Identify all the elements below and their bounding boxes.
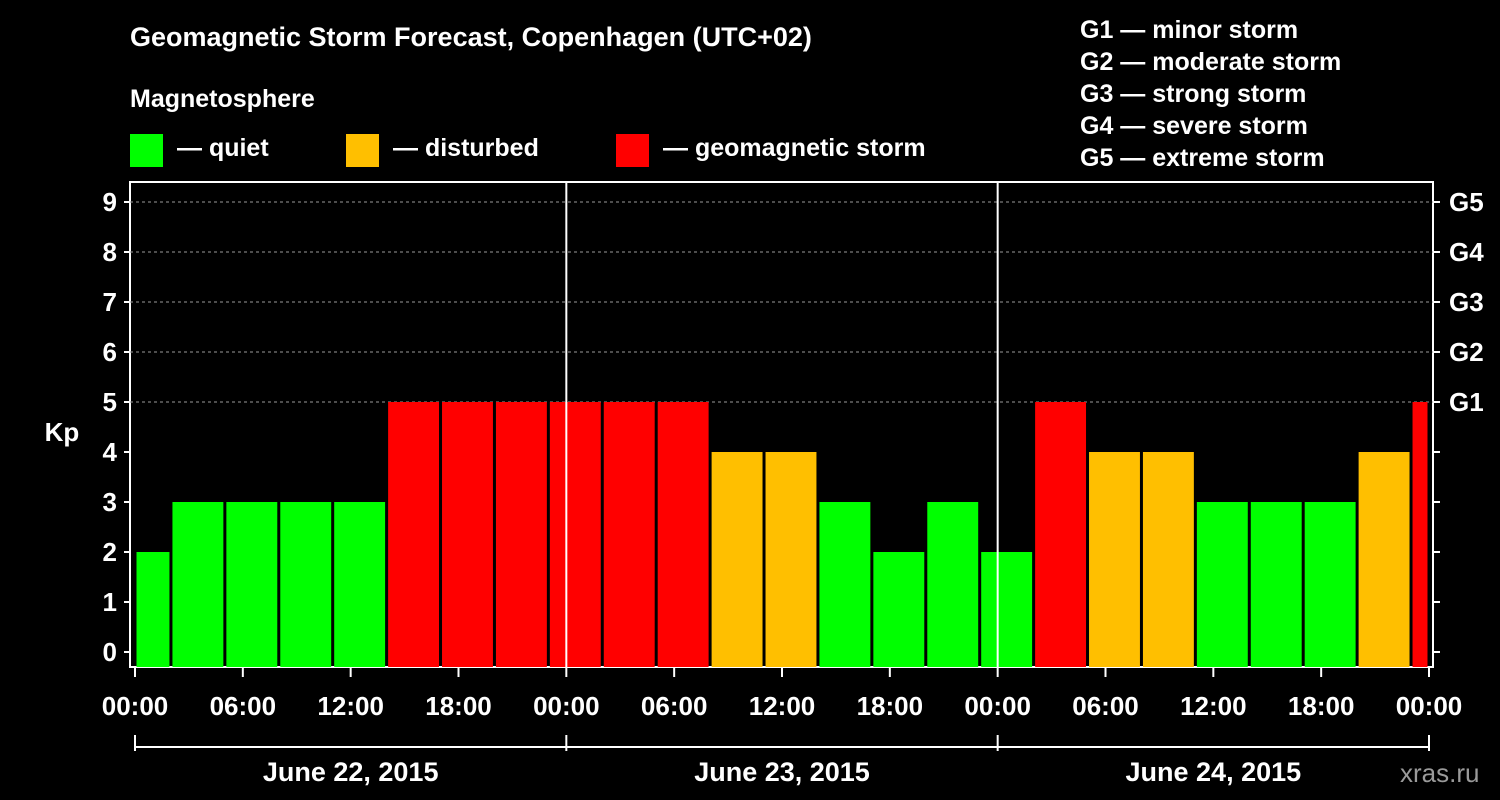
y-tick-label: 5 [103, 387, 117, 417]
kp-bar [657, 402, 709, 667]
kp-bar [1196, 502, 1248, 667]
x-tick-label: 06:00 [210, 691, 277, 721]
kp-bar [1412, 402, 1428, 667]
kp-bar [334, 502, 386, 667]
g-scale-item: G5 — extreme storm [1080, 144, 1325, 172]
kp-bar [136, 552, 170, 667]
kp-bar [1142, 452, 1194, 667]
kp-bar [1035, 402, 1087, 667]
y-tick-label: 2 [103, 537, 117, 567]
kp-bar [711, 452, 763, 667]
day-label: June 24, 2015 [1126, 757, 1302, 787]
y-tick-label: 7 [103, 287, 117, 317]
legend-quiet-swatch [130, 134, 163, 167]
watermark: xras.ru [1400, 758, 1480, 788]
g-level-label: G5 [1449, 187, 1484, 217]
kp-bar [981, 552, 1033, 667]
g-scale-item: G2 — moderate storm [1080, 48, 1342, 76]
g-scale-item: G3 — strong storm [1080, 80, 1307, 108]
g-level-label: G3 [1449, 287, 1484, 317]
x-tick-label: 18:00 [857, 691, 924, 721]
legend-quiet-label: — quiet [177, 134, 269, 162]
g-scale-legend: G1 — minor storm G2 — moderate storm G3 … [1080, 14, 1341, 174]
legend-storm-swatch [616, 134, 649, 167]
x-tick-label: 12:00 [317, 691, 384, 721]
y-tick-label: 3 [103, 487, 117, 517]
y-tick-label: 8 [103, 237, 117, 267]
kp-bar [603, 402, 655, 667]
kp-bar [388, 402, 440, 667]
g-level-label: G4 [1449, 237, 1484, 267]
kp-bar [172, 502, 224, 667]
legend-disturbed-swatch [346, 134, 379, 167]
x-tick-label: 00:00 [1396, 691, 1463, 721]
x-tick-label: 00:00 [964, 691, 1031, 721]
g-level-label: G2 [1449, 337, 1484, 367]
y-tick-label: 6 [103, 337, 117, 367]
kp-bar [1358, 452, 1410, 667]
kp-bar [819, 502, 871, 667]
x-tick-label: 00:00 [102, 691, 169, 721]
kp-bar [495, 402, 547, 667]
y-tick-label: 0 [103, 637, 117, 667]
kp-bar [927, 502, 979, 667]
kp-bar [1304, 502, 1356, 667]
kp-bar [1089, 452, 1140, 667]
y-axis-label: Kp [45, 417, 80, 447]
kp-bar [765, 452, 817, 667]
kp-bar [226, 502, 278, 667]
kp-bar [442, 402, 493, 667]
y-tick-label: 9 [103, 187, 117, 217]
y-tick-label: 1 [103, 587, 117, 617]
magnetosphere-label: Magnetosphere [130, 85, 315, 113]
legend-disturbed-label: — disturbed [393, 134, 539, 162]
legend-storm-label: — geomagnetic storm [663, 134, 926, 162]
day-label: June 22, 2015 [263, 757, 439, 787]
x-tick-label: 06:00 [1072, 691, 1139, 721]
x-tick-label: 00:00 [533, 691, 600, 721]
kp-bar [1250, 502, 1302, 667]
g-scale-item: G1 — minor storm [1080, 16, 1299, 44]
x-tick-label: 06:00 [641, 691, 708, 721]
kp-bar [873, 552, 925, 667]
day-label: June 23, 2015 [694, 757, 870, 787]
x-tick-label: 18:00 [425, 691, 492, 721]
x-tick-label: 12:00 [1180, 691, 1247, 721]
y-tick-label: 4 [103, 437, 118, 467]
x-tick-label: 12:00 [749, 691, 816, 721]
chart-title: Geomagnetic Storm Forecast, Copenhagen (… [130, 22, 812, 52]
g-scale-item: G4 — severe storm [1080, 112, 1308, 140]
x-tick-label: 18:00 [1288, 691, 1355, 721]
g-level-label: G1 [1449, 387, 1484, 417]
kp-bar [549, 402, 601, 667]
kp-bar [280, 502, 332, 667]
